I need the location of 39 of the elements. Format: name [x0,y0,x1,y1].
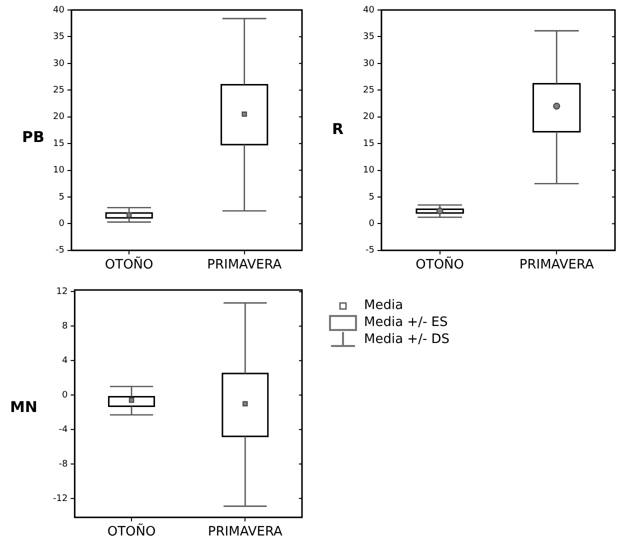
y-axis-title: PB [22,128,44,146]
y-tick-label: -8 [58,459,68,470]
y-tick-label: 12 [56,287,68,298]
x-tick-label: PRIMAVERA [519,258,594,273]
y-tick-label: 35 [53,32,64,42]
text: Media +/- ES [364,315,448,330]
y-tick-label: 8 [62,322,68,332]
y-tick-label: -5 [365,246,374,256]
y-tick-label: 30 [53,58,65,69]
text: Media +/- DS [364,332,450,347]
y-tick-label: 5 [58,192,64,202]
x-tick-label: OTOÑO [416,256,464,273]
y-tick-label: 25 [363,85,374,96]
x-tick-label: PRIMAVERA [207,258,282,273]
y-tick-label: 35 [363,32,374,42]
y-tick-label: 20 [53,112,65,122]
y-axis-title: MN [10,398,38,416]
y-tick-label: 15 [53,138,64,149]
y-tick-label: -12 [52,494,68,504]
y-tick-label: 20 [363,112,375,122]
y-axis-title: R [332,120,344,138]
y-tick-label: 5 [368,192,374,202]
y-tick-label: 15 [363,138,374,149]
x-tick-label: OTOÑO [104,256,154,273]
y-tick-label: 0 [368,219,375,230]
y-tick-label: 25 [53,85,64,96]
text: Media [364,298,404,313]
y-tick-label: 0 [62,390,68,400]
y-tick-label: 40 [363,5,375,16]
y-tick-label: 10 [363,166,375,176]
x-tick-label: OTOÑO [107,524,156,540]
y-tick-label: 4 [62,356,68,366]
y-tick-label: 0 [58,219,65,230]
y-tick-label: 40 [53,5,65,16]
y-tick-label: -4 [58,424,68,435]
y-tick-label: 30 [363,58,375,69]
y-tick-label: 10 [53,166,65,176]
x-tick-label: PRIMAVERA [208,524,283,540]
y-tick-label: -5 [55,246,64,256]
